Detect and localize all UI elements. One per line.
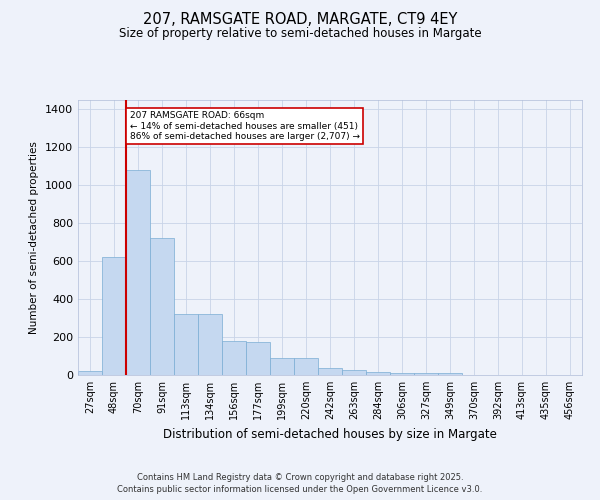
Text: 207, RAMSGATE ROAD, MARGATE, CT9 4EY: 207, RAMSGATE ROAD, MARGATE, CT9 4EY bbox=[143, 12, 457, 28]
Bar bbox=[366, 372, 390, 375]
Bar bbox=[246, 342, 270, 375]
Bar bbox=[78, 371, 102, 375]
Bar bbox=[198, 314, 222, 375]
Text: 207 RAMSGATE ROAD: 66sqm
← 14% of semi-detached houses are smaller (451)
86% of : 207 RAMSGATE ROAD: 66sqm ← 14% of semi-d… bbox=[130, 112, 359, 141]
Bar bbox=[294, 358, 318, 375]
Bar bbox=[222, 341, 246, 375]
Bar bbox=[174, 314, 198, 375]
Text: Contains HM Land Registry data © Crown copyright and database right 2025.: Contains HM Land Registry data © Crown c… bbox=[137, 472, 463, 482]
X-axis label: Distribution of semi-detached houses by size in Margate: Distribution of semi-detached houses by … bbox=[163, 428, 497, 440]
Bar bbox=[126, 170, 150, 375]
Bar bbox=[342, 370, 366, 375]
Text: Size of property relative to semi-detached houses in Margate: Size of property relative to semi-detach… bbox=[119, 28, 481, 40]
Text: Contains public sector information licensed under the Open Government Licence v3: Contains public sector information licen… bbox=[118, 485, 482, 494]
Bar bbox=[414, 373, 438, 375]
Bar bbox=[102, 258, 126, 375]
Bar bbox=[318, 368, 342, 375]
Bar bbox=[438, 374, 462, 375]
Bar bbox=[150, 238, 174, 375]
Bar bbox=[390, 372, 414, 375]
Bar bbox=[270, 358, 294, 375]
Y-axis label: Number of semi-detached properties: Number of semi-detached properties bbox=[29, 141, 40, 334]
